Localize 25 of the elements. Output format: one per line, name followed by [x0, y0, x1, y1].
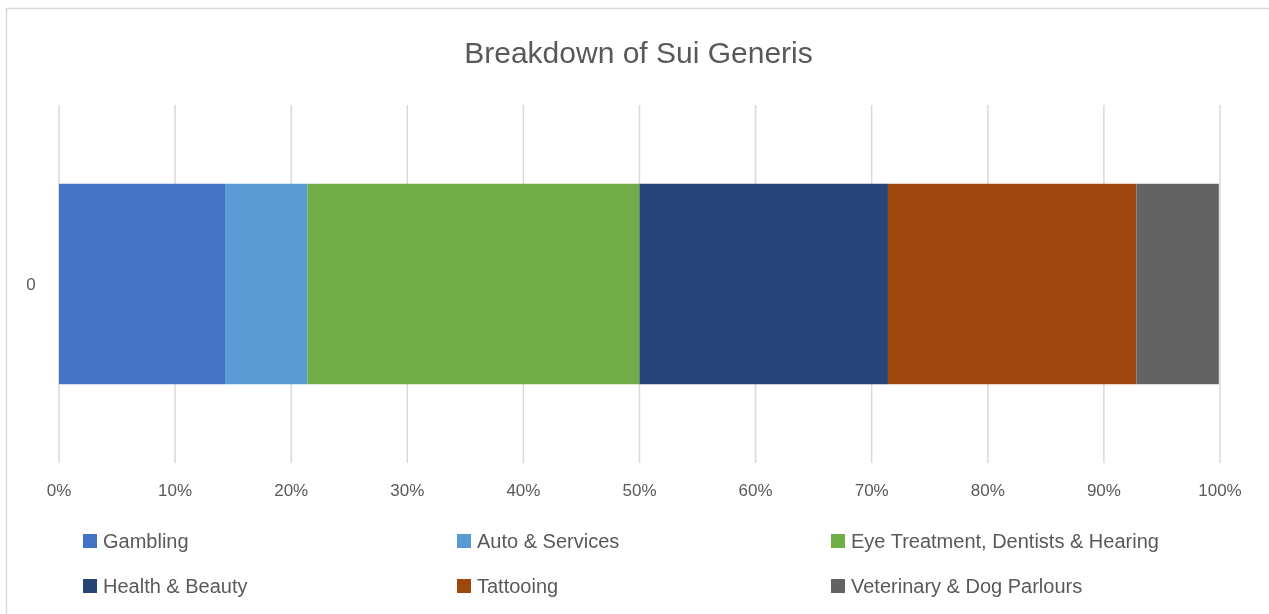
legend-label: Health & Beauty: [103, 575, 248, 597]
y-tick-label: 0: [26, 274, 36, 294]
bar: [639, 183, 888, 385]
x-tick-label: 50%: [622, 481, 657, 500]
bar: [1136, 183, 1219, 385]
x-tick-label: 40%: [506, 481, 541, 500]
bar: [887, 183, 1137, 385]
legend-label: Tattooing: [477, 575, 559, 597]
legend-label: Auto & Services: [477, 530, 620, 552]
bar: [59, 183, 226, 385]
x-tick-label: 80%: [970, 481, 1005, 500]
x-tick-label: 90%: [1086, 481, 1121, 500]
x-tick-label: 100%: [1198, 481, 1242, 500]
x-tick-label: 70%: [854, 481, 889, 500]
legend-label: Eye Treatment, Dentists & Hearing: [851, 530, 1159, 552]
x-tick-label: 60%: [738, 481, 773, 500]
bar: [225, 183, 308, 385]
chart-title: Breakdown of Sui Generis: [464, 36, 813, 69]
bar: [307, 183, 640, 385]
x-tick-label: 30%: [390, 481, 425, 500]
legend-label: Veterinary & Dog Parlours: [851, 575, 1083, 597]
x-tick-label: 20%: [274, 481, 309, 500]
x-tick-label: 10%: [158, 481, 193, 500]
x-tick-label: 0%: [46, 481, 72, 500]
legend-label: Gambling: [103, 530, 189, 552]
